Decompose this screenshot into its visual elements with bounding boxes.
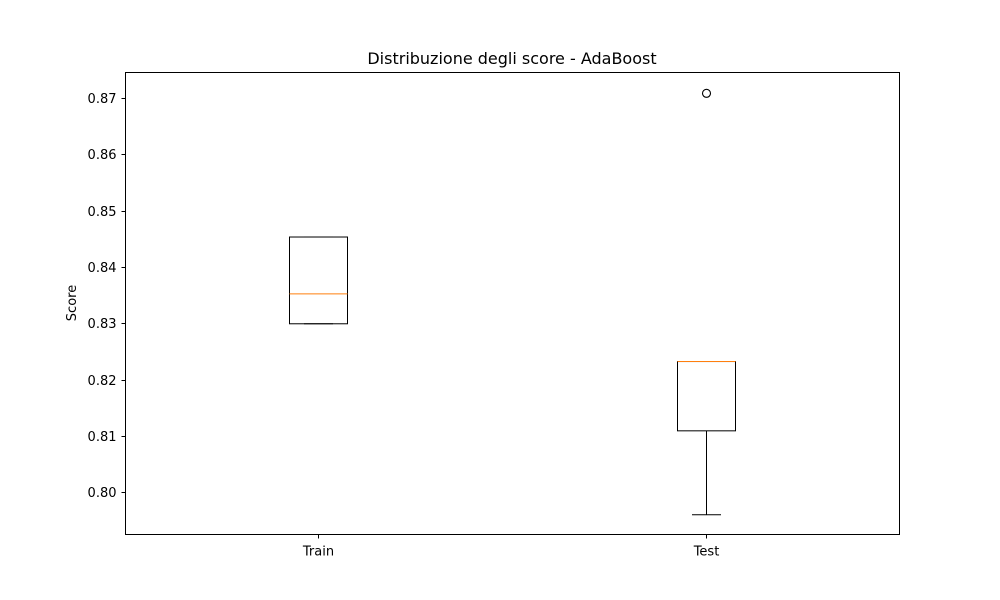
test-box [677, 361, 736, 432]
plot-frame [125, 72, 900, 535]
y-tick-label: 0.81 [88, 430, 117, 445]
y-tick-label: 0.83 [88, 317, 117, 332]
y-tick-label: 0.80 [88, 486, 117, 501]
test-outlier [701, 88, 712, 98]
y-tick-label: 0.84 [88, 261, 117, 276]
chart-title: Distribuzione degli score - AdaBoost [367, 49, 656, 68]
plot-area: 0.80 0.81 0.82 0.83 0.84 0.85 0.86 0.87 Train Tes… [88, 88, 736, 560]
y-tick-label: 0.87 [88, 92, 117, 107]
x-tick-label: Test [693, 545, 720, 560]
y-tick-label: 0.82 [88, 374, 117, 389]
y-tick-label: 0.86 [88, 148, 117, 163]
y-tick-label: 0.85 [88, 205, 117, 220]
x-tick-label: Train [302, 545, 334, 560]
train-box [289, 236, 348, 325]
y-axis-label: Score [65, 285, 80, 321]
